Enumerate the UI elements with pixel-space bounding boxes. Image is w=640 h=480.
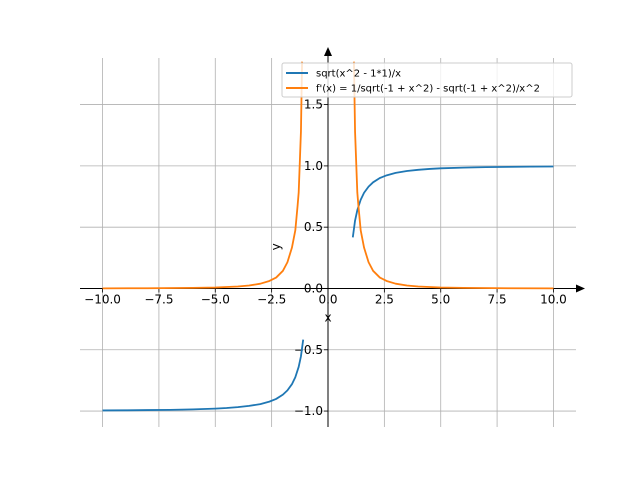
legend-label-series-1: sqrt(x^2 - 1*1)/x <box>316 69 401 80</box>
series-2-line-segment-2 <box>353 61 554 290</box>
x-tick-label: −5.0 <box>201 292 230 306</box>
legend-label-series-2: f'(x) = 1/sqrt(-1 + x^2) - sqrt(-1 + x^2… <box>316 84 540 95</box>
y-tick-label: 0.0 <box>304 281 323 295</box>
x-tick-label: 7.5 <box>488 292 507 306</box>
legend: sqrt(x^2 - 1*1)/x f'(x) = 1/sqrt(-1 + x^… <box>281 62 573 98</box>
axes <box>80 47 585 427</box>
x-tick-label: 10.0 <box>540 292 567 306</box>
x-tick-label: 5.0 <box>431 292 450 306</box>
x-axis-label: x <box>324 310 331 324</box>
x-tick-label: 0.0 <box>318 292 337 306</box>
ticks: −10.0 −7.5 −5.0 −2.5 0.0 2.5 5.0 7.5 10.0 −1.0 −0.… <box>84 98 567 418</box>
y-axis-label: y <box>269 243 283 250</box>
y-axis-arrow <box>324 47 332 56</box>
x-tick-label: −2.5 <box>257 292 286 306</box>
series-1-line-segment-2 <box>351 165 554 238</box>
series-2-line-segment-1 <box>102 61 303 290</box>
series-lines <box>102 61 554 412</box>
x-axis-arrow <box>576 284 585 293</box>
x-tick-label: −10.0 <box>84 292 121 306</box>
y-tick-label: 0.5 <box>304 220 323 234</box>
y-tick-label: 1.5 <box>304 98 323 112</box>
y-tick-label: −1.0 <box>294 404 323 418</box>
y-tick-label: 1.0 <box>304 159 323 173</box>
x-tick-label: 2.5 <box>375 292 394 306</box>
x-tick-label: −7.5 <box>144 292 173 306</box>
y-tick-label: −0.5 <box>294 343 323 357</box>
legend-box <box>281 62 573 98</box>
series-1-line-segment-1 <box>102 339 305 412</box>
